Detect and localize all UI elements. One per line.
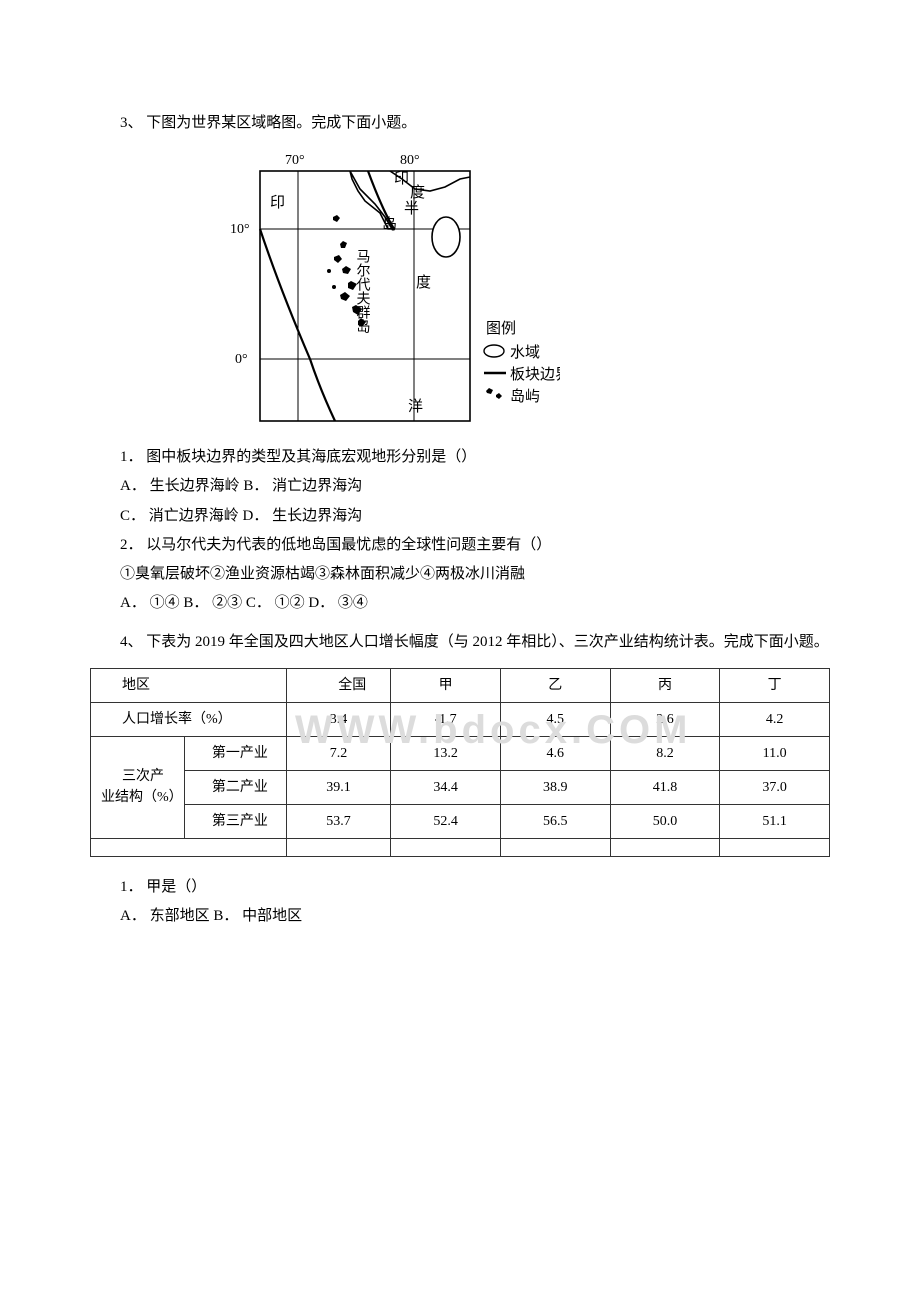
legend-water: 水域 <box>510 344 540 361</box>
table-row-empty <box>91 838 830 856</box>
svg-text:马尔代夫群岛: 马尔代夫群岛 <box>355 249 371 333</box>
th-region: 地区 <box>91 668 287 702</box>
ind2-bing: 41.8 <box>610 770 720 804</box>
ind3-jia: 52.4 <box>391 804 501 838</box>
th-yi: 乙 <box>500 668 610 702</box>
ind2-yi: 38.9 <box>500 770 610 804</box>
th-bing: 丙 <box>610 668 720 702</box>
ind2-nation: 39.1 <box>286 770 390 804</box>
pop-ding: 4.2 <box>720 702 830 736</box>
table-row-ind2: 第二产业 39.1 34.4 38.9 41.8 37.0 <box>91 770 830 804</box>
map-svg: 70° 80° 10° 0° <box>230 149 560 429</box>
pop-jia: -1.7 <box>391 702 501 736</box>
lon-80: 80° <box>400 153 420 168</box>
pop-bing: 2.6 <box>610 702 720 736</box>
ind3-nation: 53.7 <box>286 804 390 838</box>
legend-island-label: 岛屿 <box>510 388 540 405</box>
legend-ellipse <box>484 345 504 357</box>
q3-sub2-text: 2． 以马尔代夫为代表的低地岛国最忧虑的全球性问题主要有（） <box>90 531 830 560</box>
pop-nation: 3.4 <box>286 702 390 736</box>
ind2-jia: 34.4 <box>391 770 501 804</box>
q3-sub1-options-line2: C． 消亡边界海岭 D． 生长边界海沟 <box>90 502 830 531</box>
q4-stem: 4、 下表为 2019 年全国及四大地区人口增长幅度（与 2012 年相比）、三… <box>90 629 830 656</box>
th-nation: 全国 <box>286 668 390 702</box>
legend-boundary: 板块边界 <box>510 365 560 383</box>
ind1-nation: 7.2 <box>286 736 390 770</box>
industry-label: 三次产业结构（%） <box>91 736 185 838</box>
th-jia: 甲 <box>391 668 501 702</box>
legend-island <box>486 388 502 399</box>
ind1-label: 第一产业 <box>185 736 287 770</box>
pop-yi: 4.5 <box>500 702 610 736</box>
map-figure: 70° 80° 10° 0° <box>230 149 830 429</box>
svg-text:岛: 岛 <box>382 216 397 233</box>
lat-0: 0° <box>235 352 248 367</box>
table-row-ind3: 第三产业 53.7 52.4 56.5 50.0 51.1 <box>91 804 830 838</box>
q3-sub1-text: 1． 图中板块边界的类型及其海底宏观地形分别是（） <box>90 443 830 472</box>
ind1-yi: 4.6 <box>500 736 610 770</box>
svg-text:度: 度 <box>410 184 425 201</box>
ind3-bing: 50.0 <box>610 804 720 838</box>
lon-70: 70° <box>285 153 305 168</box>
ind1-bing: 8.2 <box>610 736 720 770</box>
srilanka <box>432 217 460 257</box>
ind1-jia: 13.2 <box>391 736 501 770</box>
table-header-row: 地区 全国 甲 乙 丙 丁 <box>91 668 830 702</box>
q4-sub1-options: A． 东部地区 B． 中部地区 <box>90 902 830 931</box>
ind3-yi: 56.5 <box>500 804 610 838</box>
legend-title: 图例 <box>486 320 516 337</box>
ind1-ding: 11.0 <box>720 736 830 770</box>
label-peninsula-1: 印 <box>394 170 409 187</box>
q3-stem: 3、 下图为世界某区域略图。完成下面小题。 <box>90 110 830 137</box>
lat-10: 10° <box>230 222 250 237</box>
data-table: 地区 全国 甲 乙 丙 丁 人口增长率（%） 3.4 -1.7 4.5 2.6 … <box>90 668 830 857</box>
q3-sub2-options: A． ①④ B． ②③ C． ①② D． ③④ <box>90 589 830 618</box>
table-row-ind1: 三次产业结构（%） 第一产业 7.2 13.2 4.6 8.2 11.0 <box>91 736 830 770</box>
th-ding: 丁 <box>720 668 830 702</box>
label-degree: 度 <box>416 274 431 291</box>
ind3-ding: 51.1 <box>720 804 830 838</box>
q3-sub1-options-line1: A． 生长边界海岭 B． 消亡边界海沟 <box>90 472 830 501</box>
ind3-label: 第三产业 <box>185 804 287 838</box>
pop-label: 人口增长率（%） <box>91 702 287 736</box>
svg-text:半: 半 <box>404 200 419 217</box>
label-india-left: 印 <box>270 194 285 211</box>
ind2-label: 第二产业 <box>185 770 287 804</box>
label-ocean: 洋 <box>408 398 423 415</box>
q3-sub2-choices: ①臭氧层破坏②渔业资源枯竭③森林面积减少④两极冰川消融 <box>90 560 830 589</box>
ind2-ding: 37.0 <box>720 770 830 804</box>
q4-sub1-text: 1． 甲是（） <box>90 873 830 902</box>
table-row-pop: 人口增长率（%） 3.4 -1.7 4.5 2.6 4.2 <box>91 702 830 736</box>
